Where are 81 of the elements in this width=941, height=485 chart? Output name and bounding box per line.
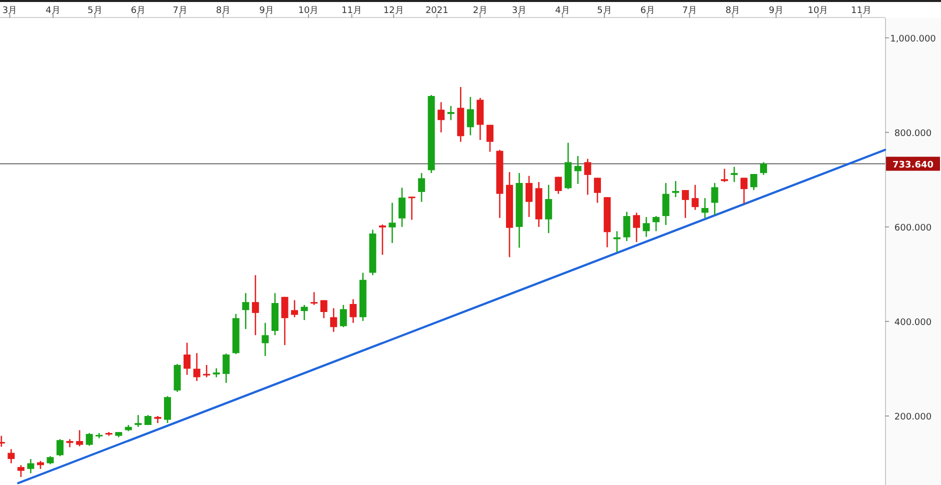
x-tick-label: 8月 — [216, 6, 231, 16]
candlestick — [8, 448, 15, 464]
candlestick — [662, 182, 670, 226]
candlestick — [252, 274, 259, 336]
x-tick-label: 3月 — [512, 6, 527, 16]
candlestick — [281, 296, 288, 346]
candlestick — [203, 364, 210, 378]
candlestick — [144, 414, 152, 426]
x-tick-label: 2月 — [472, 6, 488, 16]
candlestick — [730, 166, 738, 183]
candlestick — [193, 352, 200, 382]
candlestick — [56, 438, 64, 457]
candlestick — [438, 101, 445, 134]
x-tick-label: 10月 — [298, 6, 319, 16]
candlestick — [594, 177, 601, 204]
candlestick — [330, 308, 338, 333]
x-tick-label: 8月 — [725, 6, 740, 16]
candlestick — [652, 215, 660, 232]
candlestick — [750, 173, 758, 191]
candlestick — [447, 105, 454, 121]
candlestick — [584, 158, 592, 196]
ref-line-label: 733.640 — [892, 160, 934, 170]
candlestick — [701, 197, 708, 219]
candlestick — [692, 184, 699, 211]
candlestick — [291, 300, 298, 318]
candlestick — [320, 300, 328, 319]
candlestick — [242, 292, 250, 330]
y-tick-label: 600.000 — [894, 223, 932, 234]
candlestick — [388, 202, 396, 244]
x-tick-label: 2021 — [425, 6, 448, 16]
candlestick — [526, 175, 533, 218]
candlestick — [76, 430, 84, 447]
candlestick — [86, 432, 93, 446]
candlestick — [17, 464, 24, 478]
x-tick-label: 4月 — [46, 6, 60, 16]
x-tick-label: 11月 — [851, 6, 872, 16]
candlestick — [466, 96, 474, 136]
candlestick — [682, 189, 689, 219]
x-tick-label: 7月 — [682, 6, 697, 16]
y-tick-label: 1,000.000 — [890, 34, 936, 44]
x-tick-label: 6月 — [130, 6, 146, 16]
x-tick-label: 9月 — [259, 6, 274, 16]
candlestick — [222, 352, 230, 384]
candlestick — [672, 180, 680, 198]
candlestick — [574, 155, 582, 185]
candlestick — [350, 298, 357, 324]
candlestick — [720, 168, 728, 183]
candlestick — [378, 224, 386, 256]
candlestick — [740, 177, 748, 204]
candlestick — [27, 458, 34, 474]
candlestick — [310, 292, 318, 306]
candlestick — [300, 304, 308, 321]
x-tick-label: 5月 — [597, 6, 612, 16]
candlestick — [633, 212, 640, 243]
candlestick — [418, 172, 426, 203]
x-tick-label: 5月 — [88, 6, 102, 16]
x-tick-label: 3月 — [2, 6, 18, 16]
candlestick — [398, 187, 406, 228]
x-tick-label: 10月 — [808, 6, 828, 16]
candlestick — [711, 182, 718, 216]
y-tick-label: 200.000 — [894, 412, 932, 422]
candlestick — [623, 211, 630, 242]
x-tick-label: 12月 — [383, 6, 404, 16]
y-tick-label: 400.000 — [894, 318, 932, 328]
x-tick-label: 9月 — [768, 6, 784, 16]
candlestick — [184, 342, 191, 376]
x-tick-label: 4月 — [555, 6, 570, 16]
candlestick — [262, 322, 269, 357]
y-tick-label: 800.000 — [894, 128, 932, 139]
candlestick — [340, 304, 347, 328]
candlestick — [134, 414, 142, 428]
candlestick — [554, 176, 562, 194]
candlestick — [408, 196, 416, 220]
candlestick — [760, 162, 768, 176]
x-tick-label: 7月 — [172, 6, 188, 16]
candlestick — [486, 124, 494, 152]
candlestick — [545, 184, 552, 234]
candlestick — [164, 395, 172, 424]
x-tick-label: 6月 — [640, 6, 656, 16]
candlestick — [642, 216, 650, 238]
x-tick-label: 11月 — [342, 6, 362, 16]
